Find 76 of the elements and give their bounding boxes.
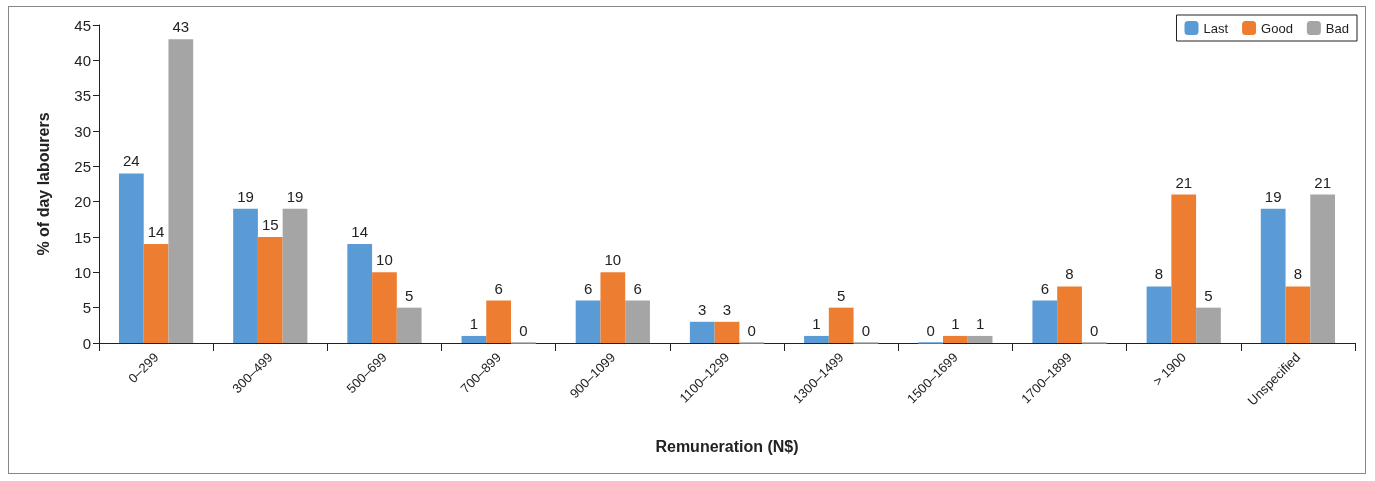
bar [143, 244, 169, 343]
bar [804, 335, 829, 343]
bar [714, 321, 740, 343]
data-label: 1 [951, 314, 960, 332]
data-label: 6 [633, 279, 642, 297]
legend-label: Good [1261, 20, 1293, 36]
y-tick-label: 10 [74, 263, 91, 281]
bar [625, 300, 650, 343]
bar [396, 307, 422, 343]
data-label: 0 [861, 321, 871, 339]
data-label: 5 [1204, 286, 1213, 304]
bar [347, 244, 373, 343]
data-label: 14 [147, 223, 165, 241]
bar [1260, 208, 1286, 343]
bar [1146, 286, 1172, 343]
data-label: 10 [604, 251, 622, 269]
bar [575, 300, 601, 343]
bar [168, 39, 194, 343]
data-label: 5 [837, 286, 846, 304]
bar [1032, 300, 1058, 343]
bar [967, 335, 993, 343]
bar [1310, 194, 1336, 343]
bar [1171, 194, 1197, 343]
bar [461, 335, 487, 343]
y-tick-label: 25 [74, 157, 91, 175]
data-label: 6 [583, 279, 593, 297]
bar [282, 208, 308, 343]
y-tick-label: 0 [82, 334, 91, 352]
y-tick-label: 15 [74, 228, 91, 246]
bar [257, 237, 283, 343]
data-label: 21 [1314, 173, 1331, 191]
data-label: 8 [1293, 265, 1303, 283]
data-label: 6 [1040, 279, 1049, 297]
data-label: 8 [1065, 265, 1074, 283]
data-label: 6 [494, 279, 503, 297]
bar [600, 272, 626, 343]
data-label: 0 [747, 321, 756, 339]
y-axis-title: % of day labourers [34, 112, 52, 256]
y-tick-label: 35 [74, 87, 91, 105]
data-label: 0 [519, 321, 528, 339]
data-label: 15 [261, 216, 279, 233]
y-tick-label: 5 [82, 299, 91, 317]
data-label: 1 [975, 314, 985, 332]
data-label: 0 [1090, 321, 1099, 339]
bar [828, 307, 854, 343]
bar [1196, 307, 1221, 343]
data-label: 19 [237, 187, 254, 205]
data-label: 8 [1154, 265, 1164, 283]
y-tick-label: 45 [74, 16, 91, 34]
data-label: 0 [926, 321, 935, 339]
data-label: 10 [376, 251, 393, 269]
y-tick-label: 30 [74, 122, 91, 140]
data-label: 19 [286, 187, 304, 205]
bar [118, 173, 144, 343]
legend-label: Bad [1325, 20, 1350, 36]
data-label: 43 [172, 18, 190, 36]
y-tick-label: 40 [74, 51, 91, 69]
legend-label: Last [1203, 20, 1229, 36]
y-tick-label: 20 [74, 193, 91, 211]
data-label: 3 [722, 300, 732, 318]
x-axis-title: Remuneration (N$) [655, 437, 799, 455]
bar [942, 335, 968, 343]
bar [372, 272, 397, 343]
data-label: 24 [123, 152, 140, 170]
data-label: 1 [812, 314, 821, 332]
bar [233, 208, 258, 343]
bar [486, 300, 512, 343]
data-label: 14 [351, 223, 369, 241]
data-label: 21 [1175, 173, 1193, 191]
bar [1057, 286, 1082, 343]
data-label: 1 [469, 314, 479, 332]
data-label: 5 [405, 286, 414, 304]
data-label: 19 [1264, 187, 1282, 205]
bar [689, 321, 715, 343]
bar [1285, 286, 1311, 343]
data-label: 3 [698, 300, 707, 318]
